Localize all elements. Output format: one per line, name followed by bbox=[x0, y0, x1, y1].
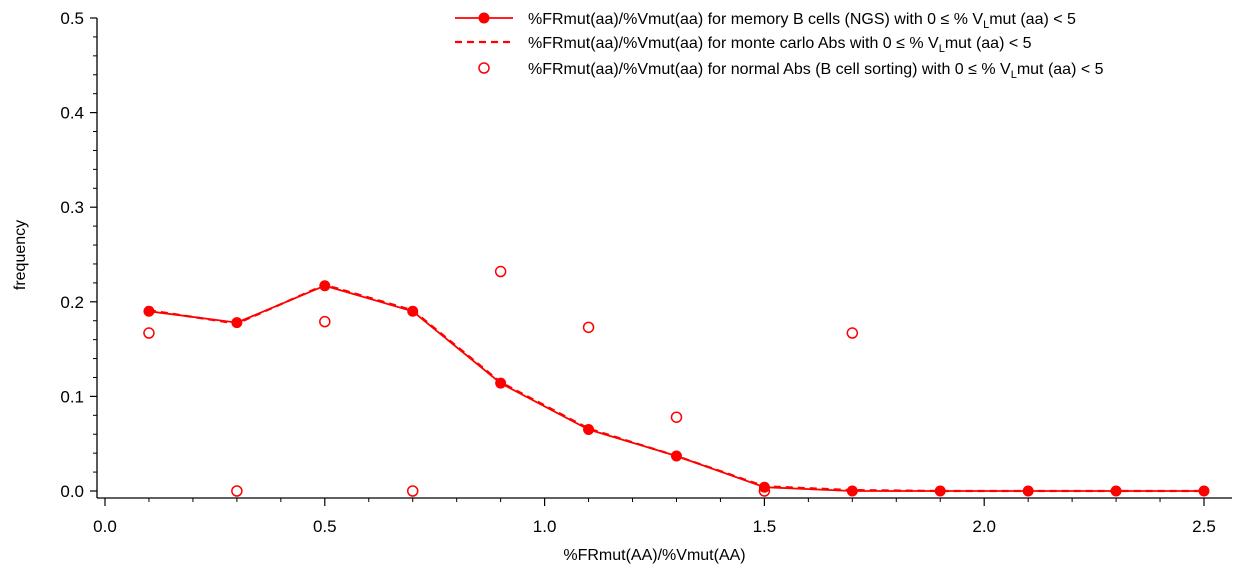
normal-abs-point bbox=[582, 321, 595, 334]
x-tick-label: 1.5 bbox=[753, 517, 777, 536]
x-tick-label: 0.0 bbox=[93, 517, 117, 536]
legend-label: %FRmut(aa)/%Vmut(aa) for monte carlo Abs… bbox=[528, 35, 1032, 55]
normal-abs-point bbox=[846, 327, 859, 339]
memory-b-point bbox=[934, 485, 946, 497]
x-tick-label: 1.0 bbox=[533, 517, 557, 536]
normal-abs-point bbox=[319, 315, 331, 328]
x-tick-label: 2.5 bbox=[1192, 517, 1216, 536]
legend-symbol-memory-b-marker bbox=[478, 12, 490, 24]
memory-b-point bbox=[319, 280, 331, 292]
memory-b-point bbox=[670, 450, 682, 462]
y-tick-label: 0.2 bbox=[60, 293, 84, 312]
ticks: 0.0 0.1 0.2 0.3 0.4 0.5 0.0 0.5 1.0 1.5 2.0 2.5 bbox=[60, 9, 1215, 536]
memory-b-point bbox=[758, 481, 770, 493]
memory-b-point bbox=[1022, 485, 1034, 497]
normal-abs-point bbox=[670, 411, 683, 423]
y-tick-label: 0.5 bbox=[60, 9, 84, 28]
normal-abs-point bbox=[758, 485, 771, 497]
y-tick-label: 0.3 bbox=[60, 198, 84, 217]
memory-b-point bbox=[583, 424, 595, 436]
x-tick-label: 2.0 bbox=[972, 517, 996, 536]
y-tick-label: 0.1 bbox=[60, 387, 84, 406]
memory-b-point bbox=[231, 317, 243, 329]
legend-label: %FRmut(aa)/%Vmut(aa) for memory B cells … bbox=[528, 11, 1076, 31]
legend-label: %FRmut(aa)/%Vmut(aa) for normal Abs (B c… bbox=[528, 61, 1104, 81]
y-tick-label: 0.0 bbox=[60, 482, 84, 501]
x-tick-label: 0.5 bbox=[313, 517, 337, 536]
memory-b-point bbox=[1198, 485, 1210, 497]
axes bbox=[96, 18, 1232, 499]
normal-abs-point bbox=[143, 327, 155, 339]
normal-abs-point bbox=[494, 265, 507, 278]
normal-abs-point bbox=[231, 485, 243, 497]
x-axis-title: %FRmut(AA)/%Vmut(AA) bbox=[563, 547, 745, 564]
memory-b-point bbox=[407, 305, 419, 317]
memory-b-point bbox=[1110, 485, 1122, 497]
legend-symbol-normal-abs bbox=[478, 62, 490, 74]
memory-b-point bbox=[143, 305, 155, 317]
legend: %FRmut(aa)/%Vmut(aa) for memory B cells … bbox=[455, 11, 1104, 81]
y-axis-title: frequency bbox=[12, 220, 29, 290]
memory-b-point bbox=[495, 377, 507, 389]
memory-b-point bbox=[846, 485, 858, 497]
series-layer bbox=[143, 265, 1210, 497]
y-tick-label: 0.4 bbox=[60, 104, 84, 123]
normal-abs-point bbox=[406, 485, 419, 497]
